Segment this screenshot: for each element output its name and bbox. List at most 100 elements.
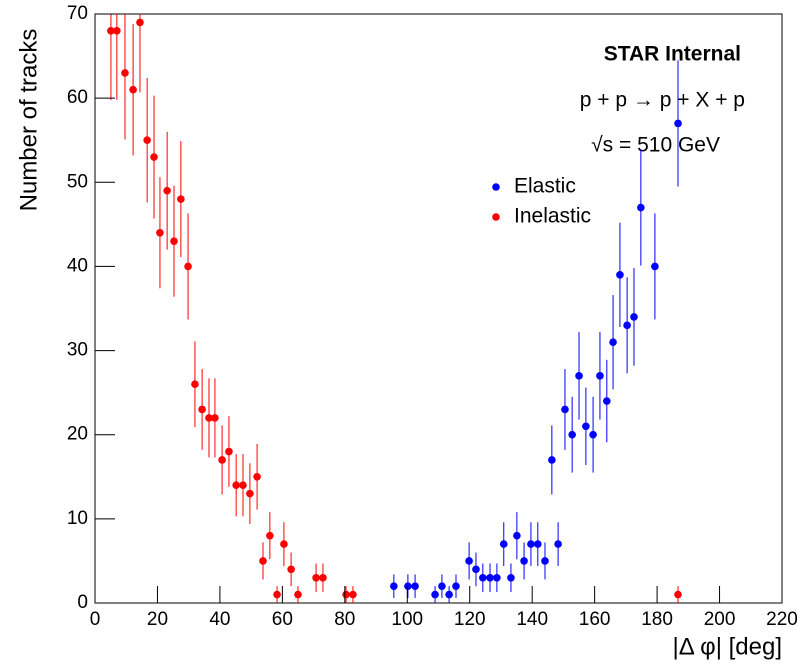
data-point: [121, 69, 129, 77]
data-point: [589, 430, 597, 439]
x-tick-label: 120: [454, 609, 486, 630]
data-point: [205, 414, 213, 422]
data-point: [259, 557, 267, 565]
data-point: [452, 582, 460, 590]
plot-area: [107, 14, 682, 603]
data-point: [266, 531, 274, 540]
data-point: [582, 422, 590, 431]
x-tick-label: 140: [516, 609, 548, 630]
data-point: [623, 321, 631, 330]
x-tick-label: 0: [90, 609, 101, 630]
data-point: [184, 262, 192, 271]
data-point: [170, 237, 178, 245]
x-tick-label: 200: [704, 609, 736, 630]
data-point: [534, 540, 542, 548]
data-point: [404, 582, 412, 590]
data-point: [390, 582, 398, 590]
data-point: [465, 557, 473, 565]
data-point: [253, 472, 261, 481]
y-tick-label: 10: [67, 508, 88, 529]
data-point: [630, 313, 638, 321]
legend-marker: [492, 213, 500, 221]
data-point: [472, 565, 480, 574]
legend-label: Elastic: [514, 175, 576, 198]
x-tick-label: 220: [766, 609, 798, 630]
data-point: [239, 481, 247, 490]
x-tick-label: 180: [641, 609, 673, 630]
data-point: [287, 565, 295, 574]
data-point: [280, 540, 288, 548]
legend-label: Inelastic: [514, 205, 591, 228]
x-tick-label: 20: [147, 609, 168, 630]
data-point: [294, 590, 302, 599]
data-point: [486, 573, 494, 582]
data-point: [527, 540, 535, 548]
data-point: [232, 481, 240, 490]
data-point: [438, 582, 446, 590]
data-point: [674, 119, 682, 128]
data-point: [493, 573, 501, 582]
annotation: p + p → p + X + p: [580, 89, 745, 112]
data-point: [674, 590, 682, 599]
data-point: [342, 590, 350, 599]
data-point: [225, 447, 233, 456]
data-point: [177, 195, 185, 203]
x-tick-label: 40: [209, 609, 230, 630]
data-point: [150, 153, 158, 161]
x-tick-label: 160: [579, 609, 611, 630]
data-point: [513, 531, 521, 540]
y-tick-label: 70: [67, 3, 88, 24]
data-point: [246, 489, 254, 498]
x-axis-label: |Δ φ| [deg]: [673, 633, 782, 660]
x-tick-label: 80: [334, 609, 355, 630]
annotation: √s = 510 GeV: [591, 134, 720, 157]
data-point: [129, 85, 137, 94]
data-point: [541, 557, 549, 565]
data-point: [136, 18, 144, 27]
y-tick-label: 60: [67, 87, 88, 108]
data-point: [520, 557, 528, 565]
data-point: [651, 262, 659, 271]
data-point: [431, 590, 439, 599]
data-point: [561, 405, 569, 414]
data-point: [596, 372, 604, 380]
x-tick-label: 60: [272, 609, 293, 630]
plot-frame: [94, 13, 783, 604]
data-point: [499, 540, 508, 548]
data-point: [273, 590, 281, 599]
legend-marker: [492, 183, 500, 191]
data-point: [554, 540, 562, 548]
y-tick-label: 30: [67, 340, 88, 361]
data-point: [349, 590, 357, 599]
data-point: [319, 573, 327, 582]
annotation: STAR Internal: [604, 43, 741, 66]
data-point: [163, 186, 171, 195]
data-point: [637, 203, 645, 212]
data-point: [211, 414, 219, 422]
y-tick-label: 50: [67, 171, 88, 192]
data-point: [411, 582, 419, 590]
data-point: [507, 573, 515, 582]
data-point: [479, 573, 487, 582]
y-axis-label: Number of tracks: [15, 29, 42, 212]
data-point: [609, 338, 617, 346]
data-point: [113, 27, 121, 35]
data-point: [603, 397, 611, 405]
data-point: [616, 271, 624, 279]
data-point: [548, 456, 556, 464]
data-point: [312, 573, 320, 582]
x-tick-label: 100: [391, 609, 423, 630]
data-point: [198, 405, 206, 414]
data-point: [445, 590, 453, 599]
y-tick-label: 0: [77, 592, 88, 613]
data-point: [575, 372, 583, 380]
data-point: [156, 228, 164, 237]
y-tick-label: 20: [67, 424, 88, 445]
data-point: [143, 136, 151, 145]
data-point: [191, 380, 199, 389]
y-tick-label: 40: [67, 255, 88, 276]
data-point: [568, 430, 576, 439]
data-point: [218, 456, 226, 464]
data-point: [107, 27, 115, 35]
